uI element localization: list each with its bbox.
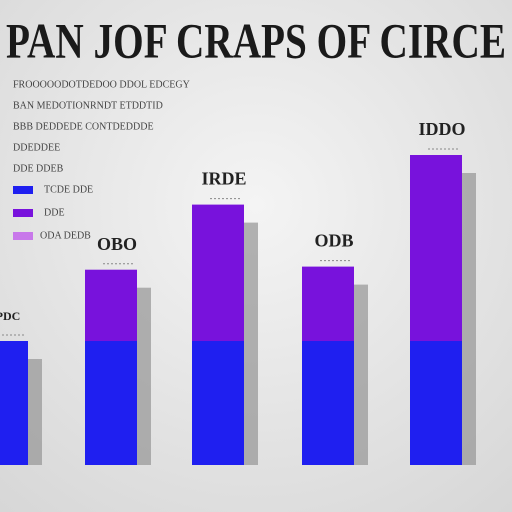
bar-label: PDC <box>0 309 20 323</box>
bar-segment <box>302 266 354 341</box>
legend-swatch <box>13 209 33 217</box>
legend-label: DDE <box>44 207 65 218</box>
bar-segment <box>85 341 137 465</box>
bar-label: OBO <box>97 234 137 254</box>
legend-label: TCDE DDE <box>44 184 93 195</box>
bar-segment <box>192 341 244 465</box>
legend-swatch <box>13 232 33 240</box>
bar-segment <box>410 341 462 465</box>
legend-text: FROOOOODOTDEDOO DDOL EDCEGY <box>13 79 190 90</box>
legend-text: DDE DDEB <box>13 163 64 174</box>
legend-text: BAN MEDOTIONRNDT ETDDTID <box>13 100 163 111</box>
bar-segment <box>410 155 462 341</box>
bar-segment <box>85 269 137 341</box>
bar-segment <box>192 204 244 341</box>
legend-text: BBB DEDDEDE CONTDEDDDE <box>13 121 154 132</box>
bar-label: ODB <box>314 231 353 251</box>
bar-segment <box>0 341 28 465</box>
bar-label: IDDO <box>418 119 465 139</box>
chart-title: PAN JOF CRAPS OF CIRCE <box>6 12 506 68</box>
bar-segment <box>302 341 354 465</box>
bar-label: IRDE <box>201 169 246 189</box>
legend-text: DDEDDEE <box>13 142 60 153</box>
legend-text: ODA DEDB <box>40 230 91 241</box>
legend-swatch <box>13 186 33 194</box>
